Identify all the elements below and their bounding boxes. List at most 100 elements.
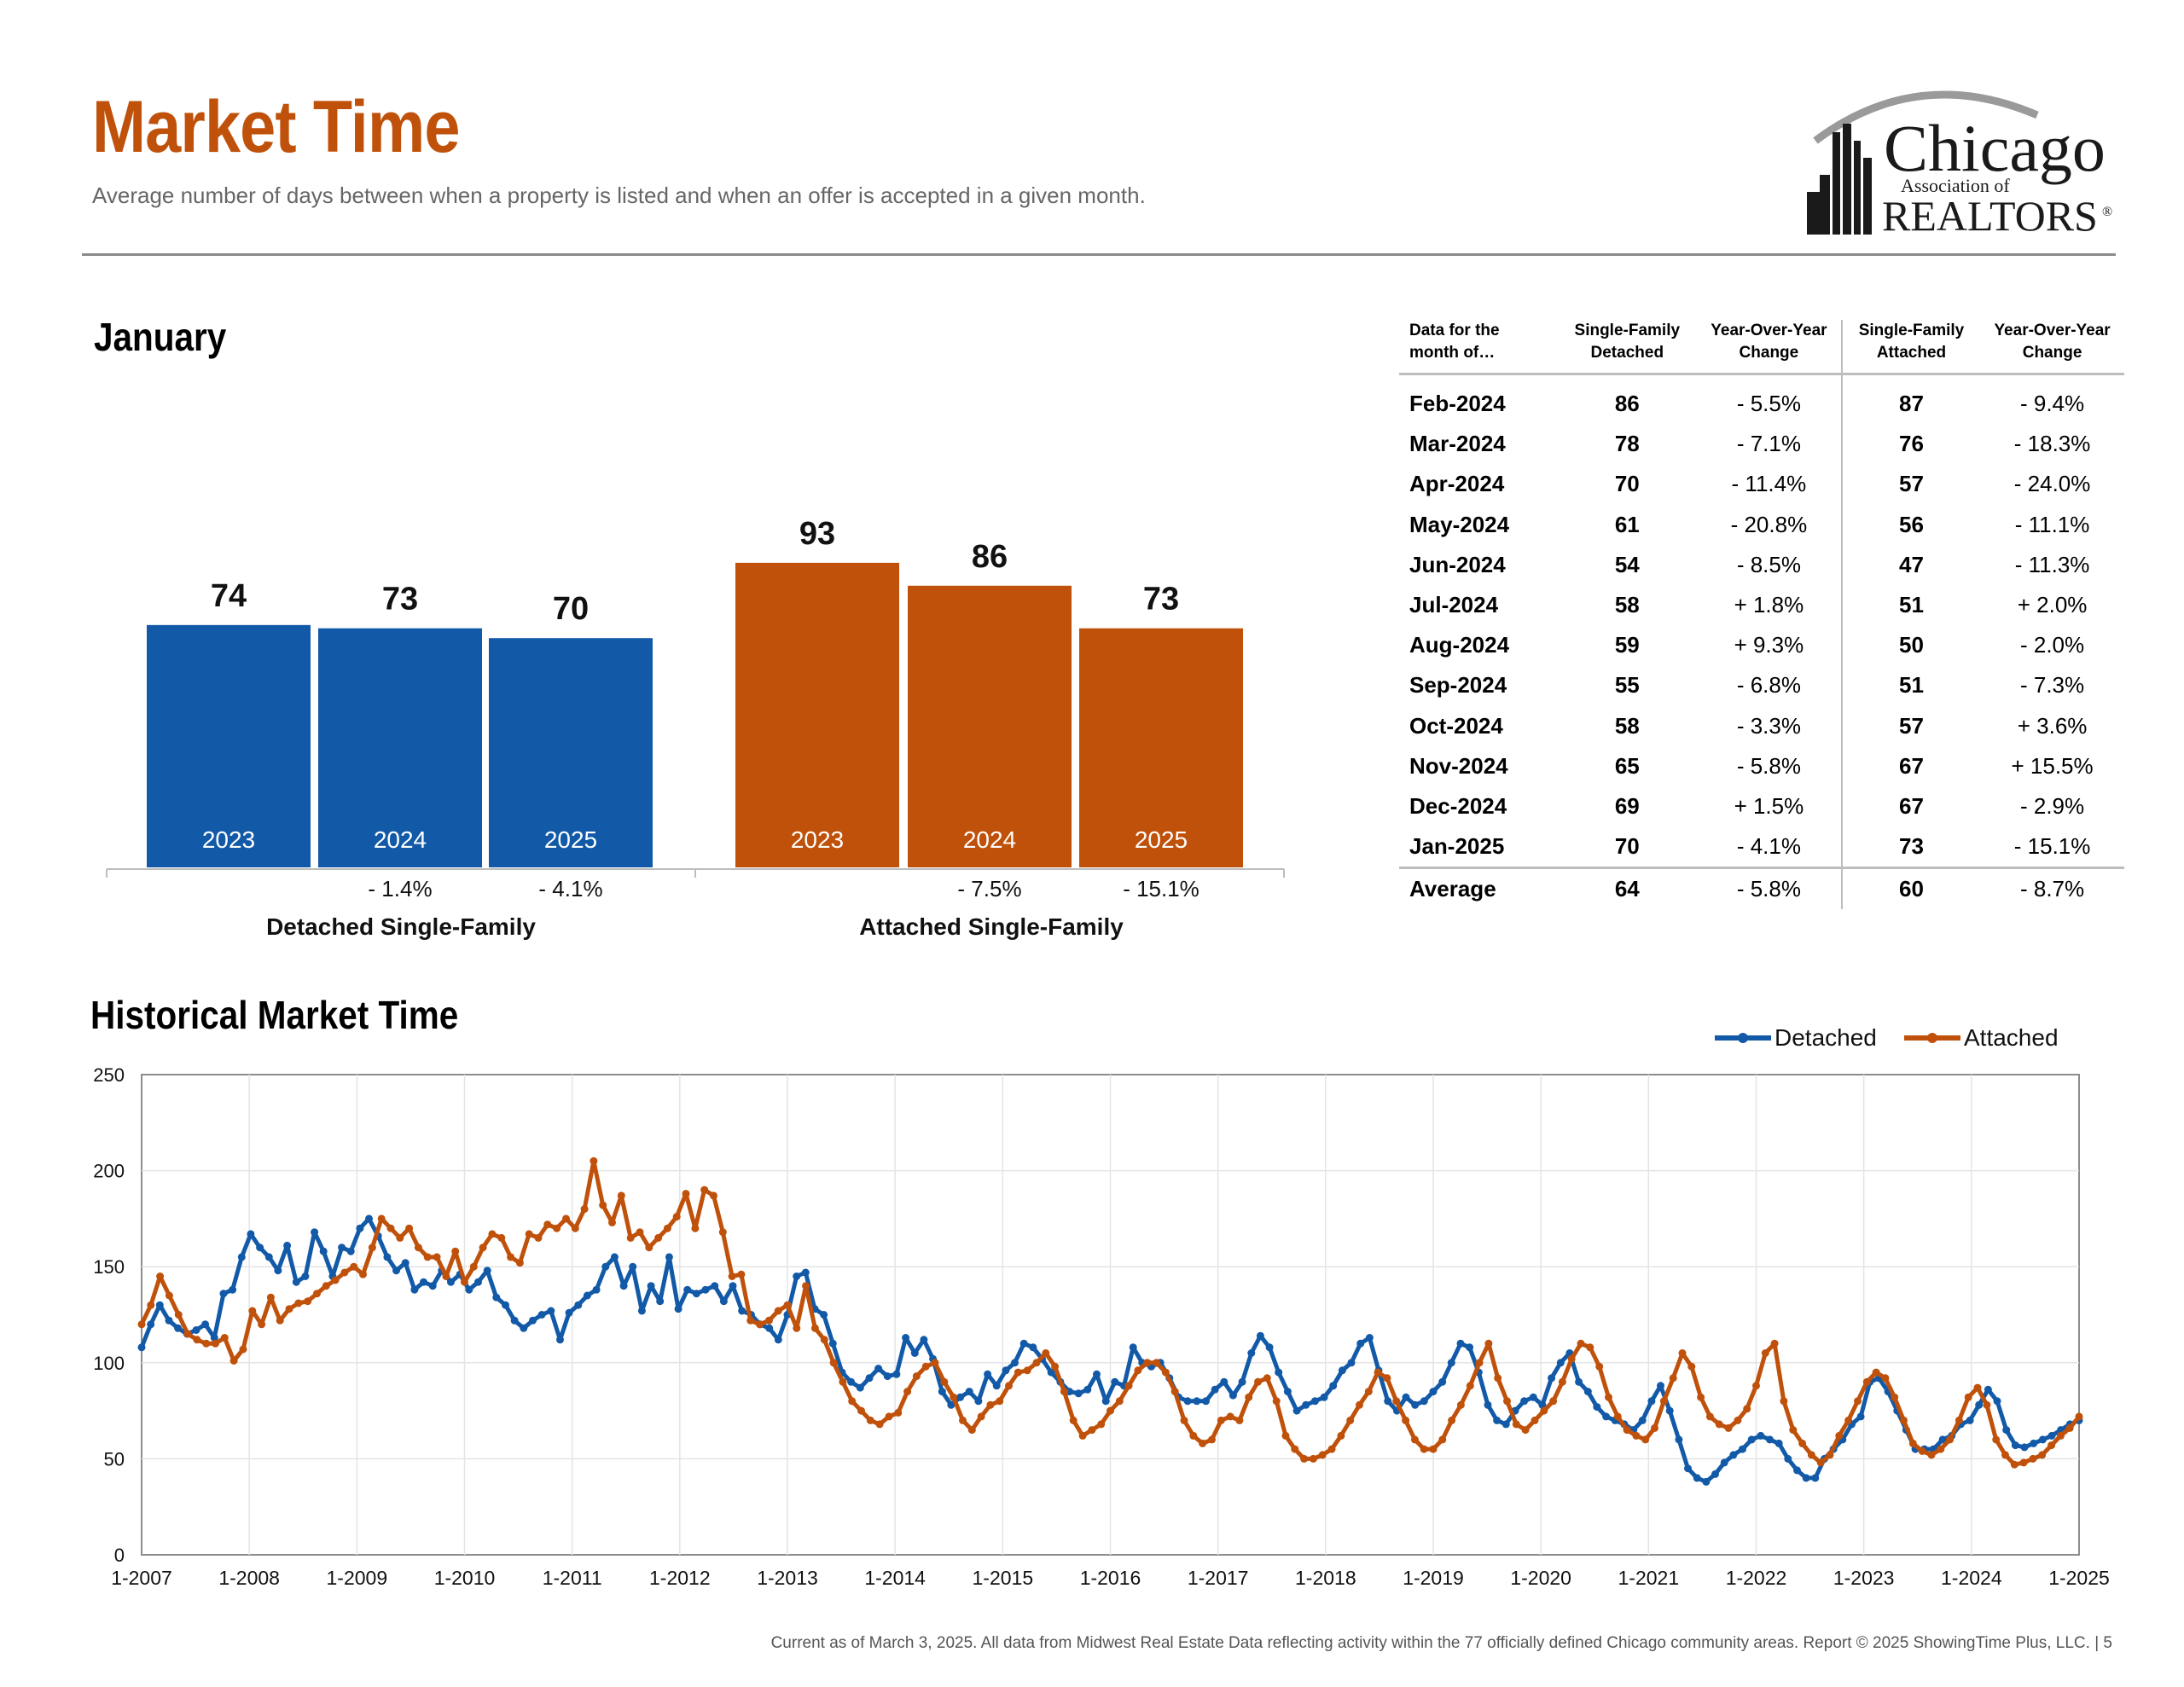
data-point	[147, 1301, 155, 1309]
data-point	[461, 1278, 468, 1286]
x-tick-label: 1-2023	[1833, 1567, 1895, 1589]
data-point	[1558, 1377, 1566, 1386]
data-point	[828, 1339, 837, 1348]
data-point	[1693, 1474, 1701, 1482]
data-point	[1410, 1435, 1419, 1444]
data-point	[465, 1285, 473, 1294]
data-point	[383, 1253, 392, 1261]
data-point	[433, 1253, 441, 1261]
data-point	[319, 1247, 328, 1255]
data-point	[537, 1311, 546, 1319]
data-point	[1356, 1339, 1365, 1348]
data-point	[1042, 1349, 1050, 1357]
data-point	[626, 1233, 635, 1242]
data-point	[2020, 1443, 2029, 1452]
data-point	[174, 1324, 183, 1332]
table-header-month: Data for the month of…	[1409, 322, 1500, 362]
data-point	[1254, 1377, 1262, 1386]
data-point	[510, 1316, 519, 1325]
data-point	[1900, 1416, 1908, 1424]
bar	[147, 624, 311, 867]
data-point	[820, 1311, 828, 1319]
data-point	[1032, 1359, 1041, 1367]
data-point	[783, 1301, 792, 1309]
bar-value-label: 70	[553, 591, 589, 627]
x-tick-label: 1-2019	[1403, 1567, 1464, 1589]
data-point	[1734, 1416, 1742, 1424]
data-point	[1711, 1470, 1719, 1478]
data-point	[691, 1224, 700, 1232]
data-point	[938, 1388, 946, 1396]
data-point	[1521, 1426, 1530, 1435]
data-point	[1881, 1374, 1890, 1383]
data-point	[1983, 1400, 1991, 1409]
data-point	[1101, 1397, 1110, 1406]
table-cell-detached: 54	[1614, 551, 1640, 577]
data-point	[1226, 1412, 1234, 1421]
data-point	[212, 1339, 219, 1348]
data-point	[1170, 1388, 1179, 1396]
table-cell-detached-change: - 5.5%	[1696, 374, 1843, 425]
data-point	[556, 1336, 564, 1344]
data-point	[338, 1244, 346, 1252]
x-tick-label: 1-2022	[1726, 1567, 1787, 1589]
table-cell-month: Sep-2024	[1409, 672, 1507, 699]
data-point	[1816, 1458, 1825, 1467]
data-point	[1993, 1397, 2001, 1406]
data-point	[683, 1285, 692, 1294]
data-point	[1029, 1343, 1037, 1352]
data-point	[894, 1408, 903, 1417]
y-tick-label: 100	[93, 1353, 125, 1374]
data-point	[719, 1297, 728, 1306]
table-cell-attached: 76	[1899, 431, 1924, 457]
data-point	[274, 1267, 282, 1275]
data-point	[488, 1230, 497, 1238]
logo-text-reg: ®	[2102, 205, 2112, 219]
data-point	[1256, 1331, 1264, 1340]
data-point	[967, 1426, 976, 1435]
data-point	[322, 1282, 330, 1290]
data-point	[1605, 1393, 1612, 1401]
x-tick-label: 1-2016	[1080, 1567, 1141, 1589]
bar-year-label: 2023	[202, 826, 255, 853]
data-point	[534, 1233, 543, 1242]
bar-group-label: Attached Single-Family	[859, 913, 1124, 940]
table-header-attached: Single-Family Attached	[1858, 322, 1965, 362]
data-point	[1011, 1359, 1019, 1367]
data-point	[1966, 1416, 1974, 1424]
data-point	[1005, 1382, 1013, 1390]
data-point	[1556, 1359, 1565, 1367]
data-point	[229, 1357, 238, 1365]
data-point	[1984, 1385, 1992, 1394]
bar-value-label: 86	[972, 539, 1008, 575]
data-point	[1074, 1389, 1083, 1398]
data-point	[912, 1372, 921, 1381]
table-cell-attached-change: + 15.5%	[2011, 752, 2094, 779]
data-point	[1220, 1377, 1228, 1386]
table-cell-attached: 56	[1899, 511, 1924, 537]
table-row: Mar-2024 78 - 7.1% 76 - 18.3%	[1399, 424, 2124, 465]
data-point	[1798, 1439, 1807, 1447]
data-point	[1872, 1368, 1880, 1377]
data-point	[2048, 1441, 2056, 1450]
x-tick-label: 1-2009	[327, 1567, 388, 1589]
data-point	[497, 1233, 506, 1242]
data-point	[1263, 1374, 1271, 1383]
data-point	[1060, 1388, 1068, 1396]
data-point	[1856, 1412, 1865, 1421]
data-point	[1484, 1400, 1492, 1409]
data-point	[756, 1320, 764, 1329]
table-cell-detached-change: + 9.3%	[1696, 625, 1843, 666]
table-row: Dec-2024 69 + 1.5% 67 - 2.9%	[1399, 786, 2124, 827]
data-point	[674, 1305, 682, 1313]
data-point	[1752, 1382, 1760, 1390]
data-point	[1217, 1416, 1225, 1424]
data-point	[1002, 1366, 1010, 1375]
data-point	[2075, 1412, 2083, 1421]
data-point	[1548, 1374, 1556, 1383]
data-point	[414, 1244, 422, 1252]
data-point	[137, 1343, 146, 1352]
data-point	[2019, 1458, 2028, 1467]
data-point	[1493, 1416, 1502, 1424]
table-cell-detached-change: - 5.8%	[1696, 867, 1843, 910]
